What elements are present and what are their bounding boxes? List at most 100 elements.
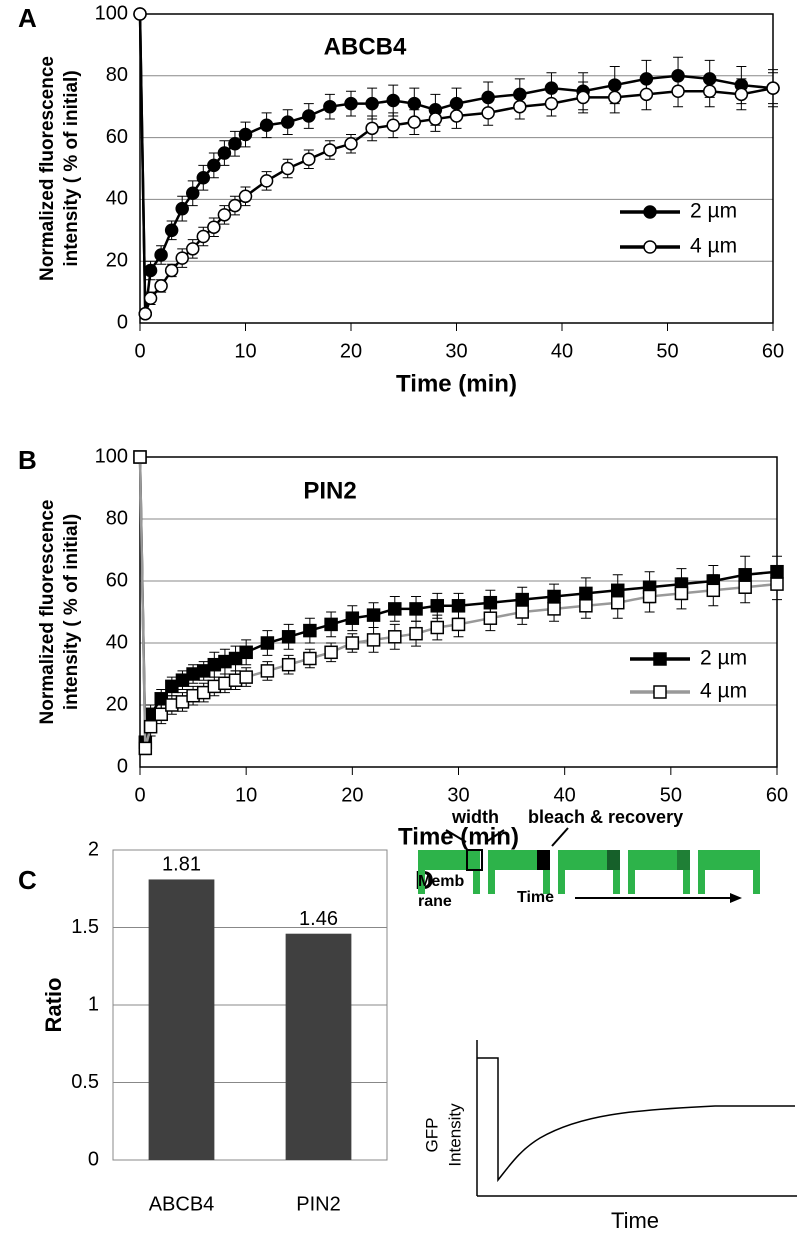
- marker: [143, 263, 158, 278]
- y-axis-label: intensity ( % of initial): [61, 514, 82, 710]
- y-tick-label: 80: [106, 64, 128, 86]
- width-arrow: [485, 829, 505, 843]
- marker: [175, 201, 189, 216]
- marker: [365, 121, 379, 136]
- marker: [547, 602, 561, 616]
- marker: [386, 93, 400, 108]
- marker: [576, 90, 590, 105]
- time-label: Time: [611, 1208, 659, 1233]
- marker: [513, 99, 527, 114]
- y-axis-label: Normalized fluorescence: [37, 500, 58, 725]
- y-tick-label: 1.5: [71, 916, 99, 938]
- marker: [196, 229, 211, 244]
- marker: [345, 636, 360, 650]
- panel-letter: B: [18, 445, 37, 475]
- x-tick-label: 20: [341, 784, 363, 806]
- x-tick-label: 20: [340, 340, 362, 362]
- marker: [303, 623, 317, 638]
- marker: [409, 602, 423, 616]
- x-tick-label: 60: [762, 340, 784, 362]
- marker: [207, 158, 221, 173]
- marker: [428, 112, 443, 126]
- y-tick-label: 20: [106, 693, 128, 715]
- x-axis-label: Time (min): [398, 823, 519, 850]
- recovering-spot: [677, 850, 690, 870]
- marker: [544, 96, 559, 111]
- marker: [608, 90, 622, 105]
- y-tick-label: 1: [88, 993, 99, 1015]
- width-label: width: [451, 807, 499, 827]
- y-tick-label: 100: [95, 2, 128, 24]
- marker: [639, 87, 654, 102]
- y-tick-label: 60: [106, 126, 128, 148]
- marker: [643, 205, 657, 219]
- marker: [706, 583, 721, 598]
- marker: [260, 664, 275, 678]
- marker: [738, 580, 752, 594]
- marker: [154, 707, 168, 722]
- membrane: [628, 850, 690, 894]
- marker: [642, 589, 657, 604]
- marker: [409, 626, 423, 641]
- y-tick-label: 60: [106, 569, 128, 591]
- x-tick-label: 0: [134, 340, 145, 362]
- marker: [164, 223, 179, 238]
- marker: [430, 620, 445, 635]
- gfp-label: Intensity: [445, 1103, 464, 1167]
- plot-frame: [139, 456, 778, 768]
- bleach-arrow: [551, 827, 569, 847]
- marker: [133, 450, 147, 464]
- bar-chart: 0 0.5 1 1.5 2 1.81 ABCB4 1.46 PIN2 Ratio: [41, 838, 388, 1215]
- marker: [481, 106, 495, 120]
- marker: [365, 96, 379, 111]
- recovery-curve: [477, 1057, 795, 1183]
- y-tick-label: 0.5: [71, 1071, 99, 1093]
- legend-label: 4 µm: [690, 235, 737, 258]
- time-arrow-label: Time: [517, 889, 554, 906]
- marker: [653, 652, 667, 666]
- plot-frame: [139, 13, 774, 324]
- marker: [324, 645, 338, 660]
- marker: [611, 595, 625, 610]
- legend-label: 4 µm: [700, 680, 747, 703]
- marker: [386, 118, 400, 132]
- y-tick-label: 0: [117, 311, 128, 333]
- marker: [388, 602, 402, 616]
- gfp-label: GFP: [422, 1118, 441, 1153]
- y-axis-label: Ratio: [41, 978, 66, 1033]
- x-tick-label: 60: [766, 784, 788, 806]
- membrane-label: Memb: [418, 873, 464, 890]
- marker: [734, 87, 749, 102]
- bar: [285, 933, 352, 1160]
- marker: [164, 263, 179, 278]
- marker: [302, 152, 316, 166]
- marker: [407, 96, 422, 111]
- marker: [430, 599, 445, 613]
- marker: [302, 109, 316, 123]
- bar: [148, 879, 215, 1160]
- x-axis-label: Time (min): [396, 370, 517, 397]
- marker: [345, 611, 360, 625]
- x-tick-label: 50: [660, 784, 682, 806]
- marker: [143, 291, 158, 306]
- marker: [138, 741, 153, 756]
- value-label: 1.81: [162, 854, 201, 876]
- marker: [653, 685, 667, 699]
- marker: [366, 608, 381, 622]
- value-label: 1.46: [299, 908, 338, 930]
- marker: [259, 174, 274, 188]
- marker: [451, 617, 466, 632]
- y-tick-label: 0: [117, 755, 128, 777]
- chart-title: PIN2: [303, 477, 356, 504]
- line-chart: 0 20 40 60 80 100 0 10 20 30 40 50 60 PIN2 Time (min) N…: [37, 445, 788, 850]
- y-tick-label: 0: [88, 1148, 99, 1170]
- membrane-label: rane: [418, 893, 452, 910]
- marker: [671, 84, 685, 98]
- marker: [138, 306, 153, 321]
- x-tick-label: 0: [134, 784, 145, 806]
- marker: [175, 251, 189, 265]
- marker: [207, 220, 221, 234]
- y-axis-label: Normalized fluorescence: [37, 56, 58, 281]
